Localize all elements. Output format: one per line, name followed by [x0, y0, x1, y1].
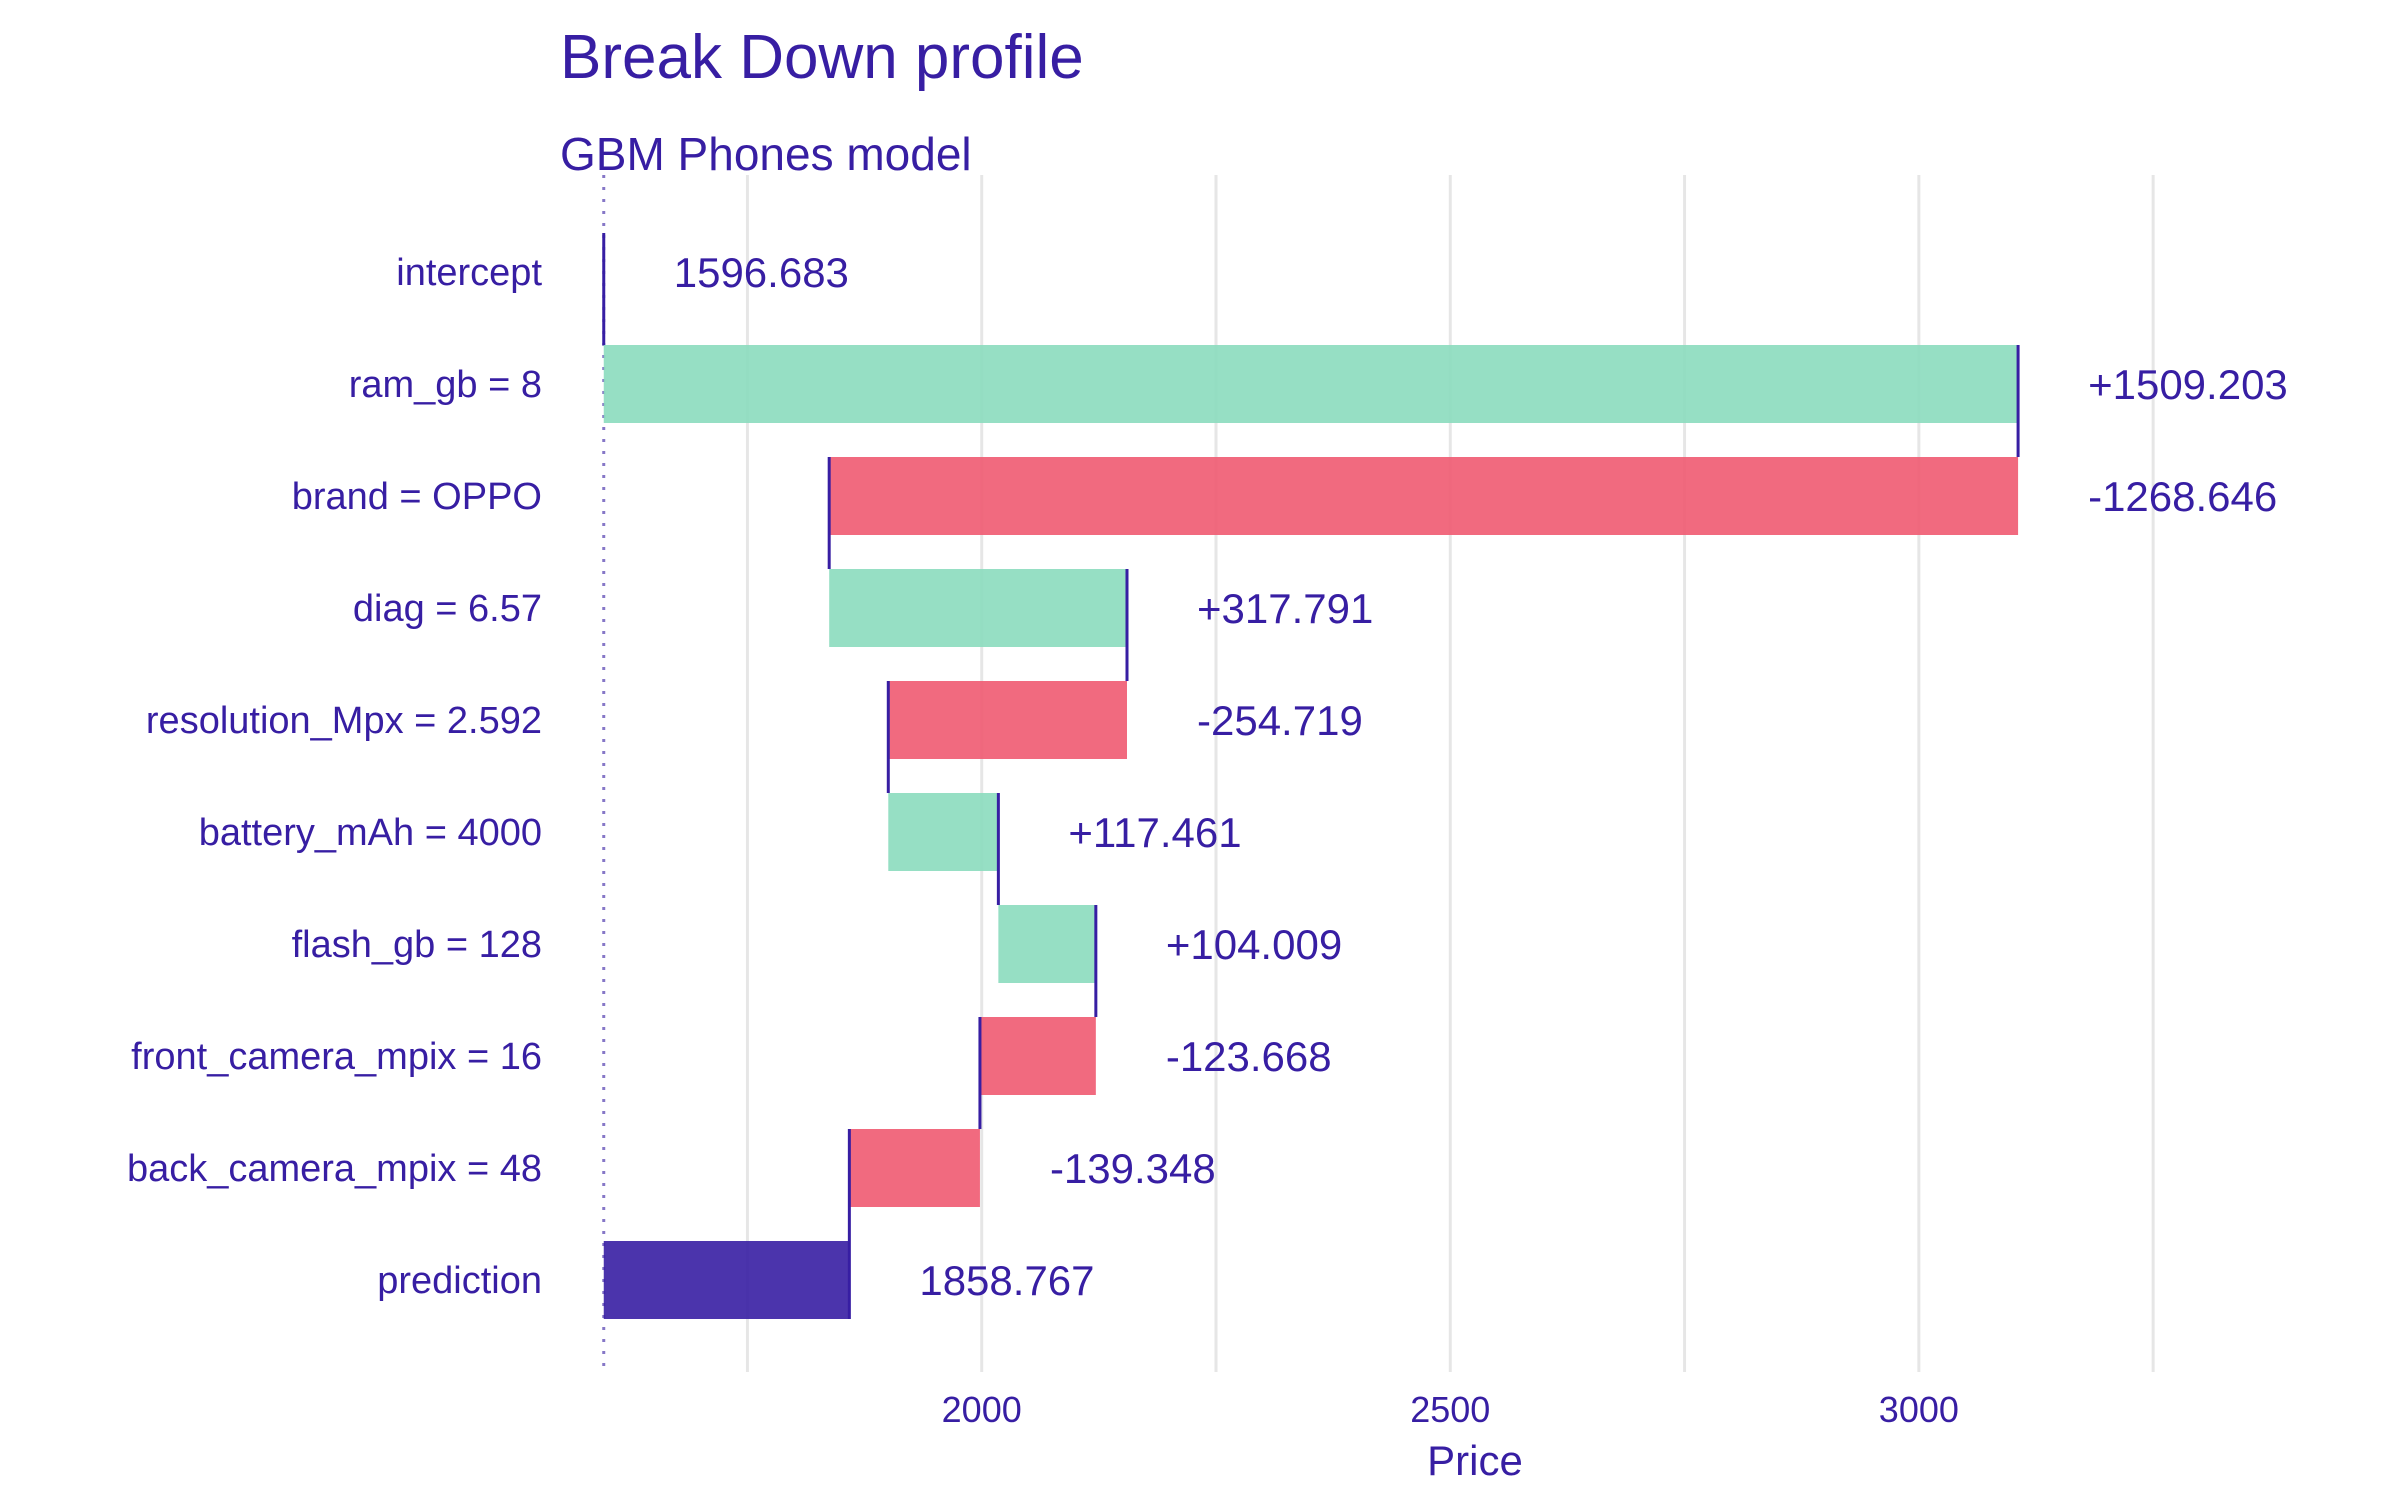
- row-label: front_camera_mpix = 16: [131, 1036, 542, 1078]
- bar-positive: [998, 905, 1096, 983]
- value-label: +117.461: [1068, 809, 1241, 856]
- value-label: +1509.203: [2088, 361, 2288, 408]
- value-label: 1596.683: [674, 249, 849, 296]
- value-label: -123.668: [1166, 1033, 1332, 1080]
- row-label: prediction: [377, 1260, 542, 1302]
- chart-title: Break Down profile: [560, 23, 1084, 92]
- row-label: diag = 6.57: [353, 588, 542, 630]
- x-tick-label: 3000: [1879, 1389, 1959, 1430]
- bar-negative: [849, 1129, 980, 1207]
- bar-positive: [829, 569, 1128, 647]
- bar-negative: [979, 1017, 1096, 1095]
- chart-subtitle: GBM Phones model: [560, 128, 972, 180]
- value-label: -254.719: [1197, 697, 1363, 744]
- bars-layer: [602, 233, 2020, 1319]
- value-label: -1268.646: [2088, 473, 2277, 520]
- row-label: brand = OPPO: [292, 476, 542, 518]
- x-tick-label: 2000: [942, 1389, 1022, 1430]
- value-label: -139.348: [1050, 1145, 1216, 1192]
- row-label: resolution_Mpx = 2.592: [146, 700, 542, 742]
- bar-positive: [888, 793, 999, 871]
- row-label: battery_mAh = 4000: [199, 812, 542, 854]
- x-axis-title: Price: [1427, 1437, 1523, 1484]
- row-label: back_camera_mpix = 48: [127, 1148, 542, 1190]
- bar-negative: [829, 457, 2019, 535]
- bar-negative: [888, 681, 1128, 759]
- bar-positive: [603, 345, 2019, 423]
- bar-prediction: [603, 1241, 850, 1319]
- value-label: 1858.767: [919, 1257, 1094, 1304]
- x-tick-label: 2500: [1410, 1389, 1490, 1430]
- row-label: ram_gb = 8: [349, 364, 542, 406]
- row-label: intercept: [396, 252, 542, 294]
- row-label: flash_gb = 128: [292, 924, 542, 966]
- labels-layer: 2000 2500 3000 intercept 1596.683 ram_gb = 8 +…: [127, 249, 2288, 1430]
- value-label: +317.791: [1197, 585, 1373, 632]
- value-label: +104.009: [1166, 921, 1342, 968]
